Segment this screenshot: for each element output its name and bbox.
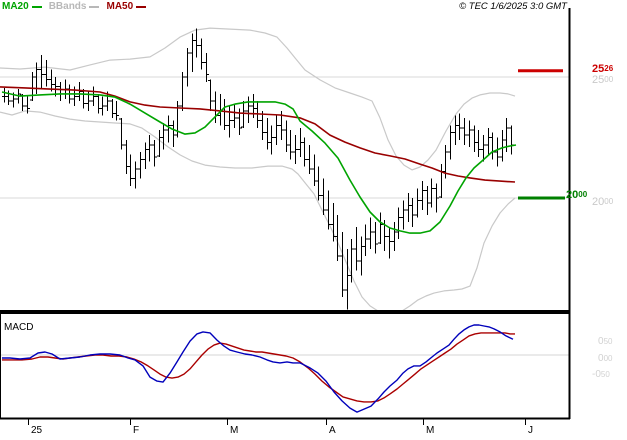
legend-item-bbands: BBands [49, 1, 100, 13]
macd-scale-main: -0 [592, 369, 601, 380]
lower-grid-price-main: 20 [592, 196, 605, 208]
x-axis-label: F [133, 425, 139, 436]
resistance-price-decimals: 26 [604, 63, 614, 73]
ma20-legend-label: MA20 [2, 1, 29, 12]
macd-scale-label-minus050: -0 50 [592, 370, 610, 380]
x-axis-label: M [230, 425, 238, 436]
macd-panel [2, 324, 515, 413]
ma20-line [1, 91, 517, 234]
macd-scale-decimals: 50 [603, 336, 613, 346]
upper-grid-price-decimals: 00 [604, 74, 614, 84]
macd-signal-line [2, 332, 515, 403]
resistance-price-label: 25 26 [592, 64, 613, 75]
x-axis-label: A [329, 425, 336, 436]
macd-scale-main: 0 [598, 353, 604, 364]
upper-grid-price-main: 25 [592, 74, 605, 86]
macd-line [2, 324, 514, 413]
price-bars [2, 28, 514, 310]
support-price-decimals: 00 [578, 189, 588, 199]
copyright-text: © TEC 1/6/2025 3:0 GMT [459, 1, 567, 12]
macd-scale-label-zero: 0 00 [598, 354, 612, 364]
lower-gridline-price-label: 20 00 [592, 197, 613, 208]
bbands-legend-label: BBands [48, 1, 87, 12]
legend-item-ma20: MA20 [2, 1, 42, 13]
support-price-label: 20 00 [566, 190, 587, 201]
lower-grid-price-decimals: 00 [604, 196, 614, 206]
macd-panel-title: MACD [4, 322, 34, 333]
macd-scale-main: 0 [598, 336, 604, 347]
ma50-line [0, 86, 516, 183]
macd-scale-label-plus050: 0 50 [598, 337, 612, 347]
bollinger-lower-band-line [0, 110, 516, 313]
x-axis-label: 25 [31, 425, 43, 436]
x-axis-label: J [528, 425, 533, 436]
price-panel [0, 27, 517, 313]
resistance-price-main: 25 [592, 63, 605, 75]
legend-item-ma50: MA50 [106, 1, 147, 13]
bbands-line-swatch [89, 6, 100, 8]
bollinger-upper-band-line [0, 27, 516, 171]
ma50-legend-label: MA50 [106, 1, 134, 12]
x-axis-label: M [426, 425, 434, 436]
upper-gridline-price-label: 25 00 [592, 75, 613, 86]
macd-scale-decimals: 50 [600, 369, 610, 379]
indicator-legend: MA20 BBands MA50 [2, 1, 147, 13]
support-price-main: 20 [566, 189, 579, 201]
ma50-line-swatch [136, 6, 147, 8]
ma20-line-swatch [31, 6, 42, 8]
panel-separator [0, 310, 570, 314]
macd-scale-decimals: 00 [603, 353, 613, 363]
